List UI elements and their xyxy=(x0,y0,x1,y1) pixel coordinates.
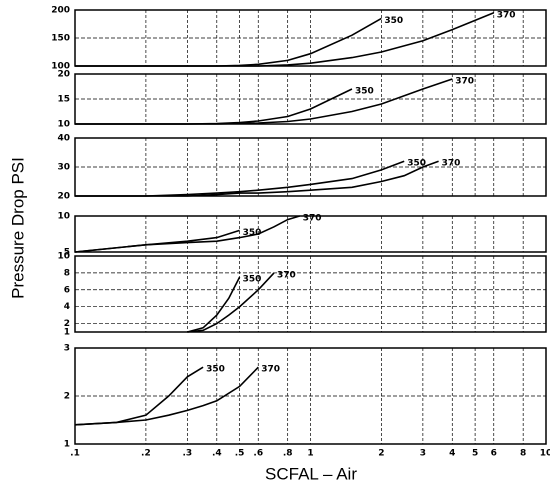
y-tick-label: 1 xyxy=(64,440,70,450)
y-tick-label: 5 xyxy=(64,248,70,258)
curve-label: 350 xyxy=(243,275,262,285)
y-tick-label: 150 xyxy=(51,34,70,44)
x-tick-label: .8 xyxy=(283,449,293,459)
y-tick-label: 40 xyxy=(57,134,70,144)
x-tick-label: 4 xyxy=(449,449,455,459)
x-tick-label: .1 xyxy=(70,449,80,459)
y-tick-label: 20 xyxy=(57,70,70,80)
curve-label: 370 xyxy=(497,10,516,20)
curve xyxy=(75,12,495,67)
curve-label: 370 xyxy=(442,159,461,169)
curve-label: 350 xyxy=(243,228,262,238)
y-tick-label: 20 xyxy=(57,192,70,202)
y-axis-label: Pressure Drop PSI xyxy=(8,157,27,299)
y-tick-label: 8 xyxy=(64,268,70,278)
curve-label: 350 xyxy=(355,87,374,97)
curve xyxy=(75,78,453,125)
curve xyxy=(187,272,275,333)
curve-label: 350 xyxy=(384,16,403,26)
x-tick-label: .5 xyxy=(235,449,245,459)
y-tick-label: 10 xyxy=(57,252,70,262)
y-tick-label: 2 xyxy=(64,392,70,402)
x-tick-label: 6 xyxy=(491,449,497,459)
y-tick-label: 200 xyxy=(51,6,70,16)
y-tick-label: 4 xyxy=(64,302,70,312)
x-tick-label: 2 xyxy=(378,449,384,459)
x-tick-label: .2 xyxy=(141,449,151,459)
curve-label: 370 xyxy=(261,365,280,375)
x-tick-label: 1 xyxy=(307,449,313,459)
x-tick-label: .3 xyxy=(183,449,193,459)
y-tick-label: 15 xyxy=(57,95,70,105)
x-tick-label: 10 xyxy=(540,449,550,459)
curve xyxy=(74,366,259,426)
x-tick-label: .4 xyxy=(212,449,222,459)
y-tick-label: 2 xyxy=(64,319,70,329)
y-tick-label: 10 xyxy=(57,120,70,130)
x-tick-label: 5 xyxy=(472,449,478,459)
x-axis-label: SCFAL – Air xyxy=(265,464,357,483)
y-tick-label: 3 xyxy=(64,344,70,354)
y-tick-label: 100 xyxy=(51,62,70,72)
y-tick-label: 6 xyxy=(64,285,70,295)
curve-label: 350 xyxy=(206,365,225,375)
curve xyxy=(187,276,241,333)
x-tick-label: .6 xyxy=(253,449,263,459)
curve-label: 370 xyxy=(303,214,322,224)
x-tick-label: 3 xyxy=(420,449,426,459)
curve-label: 370 xyxy=(455,77,474,87)
curve xyxy=(74,215,300,253)
curve-label: 350 xyxy=(407,159,426,169)
curve-label: 370 xyxy=(277,270,296,280)
curve xyxy=(75,160,405,197)
x-tick-label: 8 xyxy=(520,449,526,459)
y-tick-label: 30 xyxy=(57,163,70,173)
y-tick-label: 1 xyxy=(64,328,70,338)
curve xyxy=(75,17,382,67)
y-tick-label: 10 xyxy=(57,212,70,222)
curve xyxy=(75,160,439,197)
